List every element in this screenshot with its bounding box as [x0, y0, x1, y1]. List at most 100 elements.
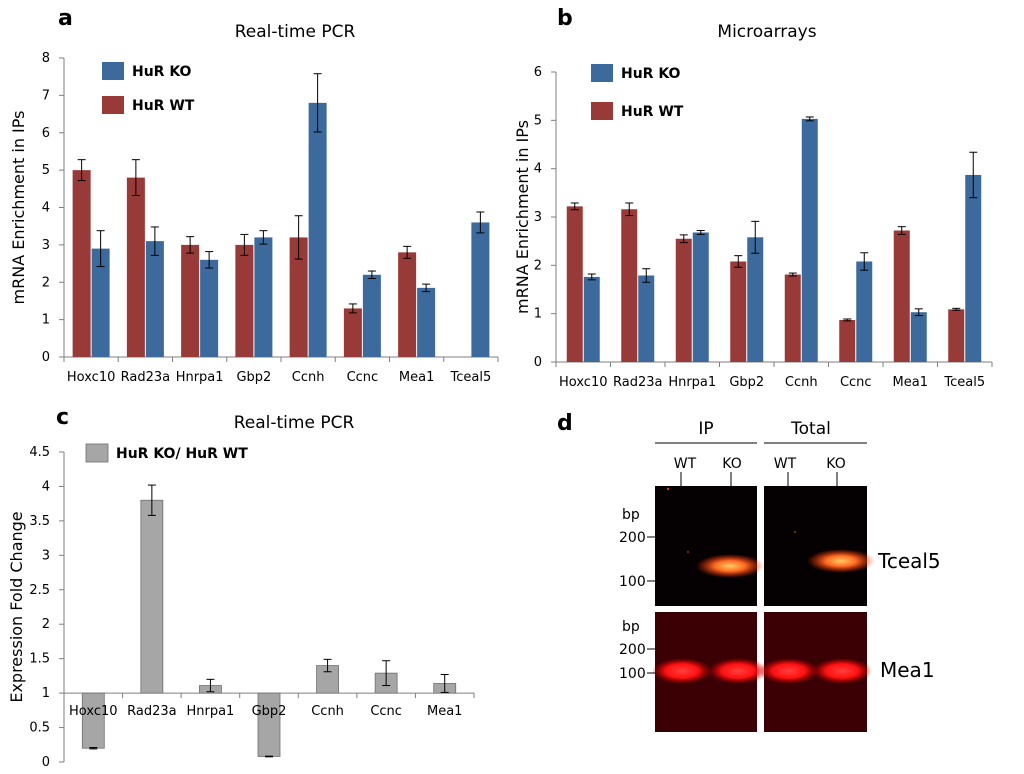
chart-panel-c: Real-time PCR Expression Fold Change 0 0.5 1…: [7, 413, 475, 770]
bar-hnrpa1-hur-ko: [200, 259, 219, 357]
y-tick-label: 7: [42, 88, 50, 103]
y-tick-label: 1.5: [29, 652, 50, 667]
gel-band-top-total-ko: [807, 549, 875, 573]
bar-mea1-hur-wt: [893, 230, 910, 362]
gel-bp-label-bottom: bp: [622, 619, 640, 635]
x-tick-label: Tceal5: [943, 375, 985, 390]
legend-swatch: [591, 102, 613, 120]
legend-swatch: [102, 96, 124, 114]
gel-band-bottom-ip-ko: [708, 658, 768, 684]
gel-lane-ip-wt: WT: [674, 456, 697, 472]
y-tick-label: 4: [42, 201, 50, 216]
x-tick-label: Gbp2: [236, 370, 271, 385]
bar-ccnc-hur-ko: [856, 261, 873, 362]
legend-swatch: [85, 443, 109, 463]
x-tick-label: Hoxc10: [67, 370, 115, 385]
x-tick-label: Mea1: [427, 704, 462, 719]
x-tick-label: Tceal5: [450, 370, 492, 385]
bar-hnrpa1-hur-wt: [675, 238, 692, 362]
bar-hoxc10-hur-ko: [91, 248, 110, 357]
x-tick-label: Hoxc10: [559, 375, 607, 390]
bar-gbp2-hur-wt: [235, 244, 254, 357]
y-tick-label: 2: [42, 617, 50, 632]
y-tick-label: 0: [534, 355, 542, 370]
y-tick-label: 3: [42, 238, 50, 253]
bar-ccnh-hur-ko: [308, 102, 327, 357]
x-tick-label: Hoxc10: [69, 704, 117, 719]
bar-ccnh-hur-ko: [801, 118, 818, 362]
x-tick-label: Hnrpa1: [186, 704, 234, 719]
gel-group-ip: IP: [698, 419, 713, 439]
bar-hoxc10-hur-wt: [72, 170, 91, 357]
x-tick-label: Ccnh: [311, 704, 344, 719]
legend-label: HuR WT: [132, 98, 195, 114]
y-tick-label: 2.5: [29, 583, 50, 598]
bar-hnrpa1-hur-ko: [692, 232, 709, 362]
bar-rad23a-hur-wt: [126, 177, 145, 357]
bar-ccnc-hur-wt: [343, 308, 362, 357]
gel-panel: IP Total WT KO WT KO bp 200 100 bp: [619, 419, 941, 732]
y-axis-label: mRNA Enrichment in IPs: [513, 120, 532, 314]
x-tick-label: Mea1: [893, 375, 928, 390]
bar-mea1-hur-ko: [417, 287, 436, 357]
gel-speck: [794, 531, 796, 533]
legend-swatch: [591, 64, 613, 82]
bar-tceal5-hur-ko: [965, 174, 982, 362]
legend-label: HuR WT: [621, 104, 684, 120]
y-tick-label: 5: [534, 113, 542, 128]
bar-ccnc-hur-ko: [362, 274, 381, 357]
legend-label: HuR KO/ HuR WT: [116, 446, 248, 462]
bar-mea1-hur-wt: [398, 252, 417, 357]
x-tick-label: Rad23a: [127, 704, 176, 719]
y-tick-label: 0.5: [29, 721, 50, 736]
gel-speck: [666, 487, 670, 491]
chart-panel-b: Microarrays mRNA Enrichment in IPs 0 1 2 3 4 5 6…: [513, 22, 993, 390]
y-tick-label: 1: [42, 686, 50, 701]
bar-gbp2-hur-ko: [747, 237, 764, 362]
y-tick-label: 4: [534, 162, 542, 177]
bar-hoxc10-hur-ko-hur-wt: [81, 692, 105, 749]
y-tick-label: 3: [42, 548, 50, 563]
gel-band-top-ip-ko: [696, 554, 764, 578]
x-tick-label: Hnrpa1: [176, 370, 224, 385]
bar-rad23a-hur-ko: [638, 275, 655, 362]
bar-rad23a-hur-wt: [621, 209, 638, 362]
x-tick-label: Mea1: [399, 370, 434, 385]
y-tick-label: 0: [42, 755, 50, 770]
x-tick-label: Rad23a: [613, 375, 662, 390]
chart-title: Real-time PCR: [235, 22, 356, 42]
gel-marker-200-top: 200: [619, 530, 646, 546]
bar-rad23a-hur-ko-hur-wt: [140, 499, 164, 694]
x-tick-label: Gbp2: [252, 704, 287, 719]
x-tick-label: Gbp2: [729, 375, 764, 390]
bar-gbp2-hur-ko-hur-wt: [257, 692, 281, 757]
y-tick-label: 2: [42, 275, 50, 290]
x-tick-label: Ccnh: [292, 370, 325, 385]
bar-gbp2-hur-ko: [254, 237, 273, 357]
panel-label-b: b: [557, 6, 573, 31]
gel-speck: [687, 551, 689, 553]
y-tick-label: 1: [42, 313, 50, 328]
y-tick-label: 1: [534, 307, 542, 322]
gel-lane-ip-ko: KO: [722, 456, 741, 472]
y-axis-label: mRNA Enrichment in IPs: [9, 111, 28, 305]
y-tick-label: 4: [42, 479, 50, 494]
x-tick-label: Hnrpa1: [668, 375, 716, 390]
y-tick-label: 6: [534, 65, 542, 80]
gel-top-ip: [655, 486, 757, 606]
gel-lane-total-wt: WT: [774, 456, 797, 472]
bar-tceal5-hur-ko: [471, 222, 490, 357]
bar-mea1-hur-ko: [910, 312, 927, 362]
gel-marker-200-bottom: 200: [619, 642, 646, 658]
chart-title: Microarrays: [717, 22, 816, 42]
bar-ccnh-hur-wt: [289, 237, 308, 357]
y-tick-label: 3: [534, 210, 542, 225]
legend-label: HuR KO: [132, 64, 192, 80]
bar-tceal5-hur-wt: [948, 309, 965, 362]
legend-label: HuR KO: [621, 66, 681, 82]
panel-label-c: c: [56, 405, 69, 430]
x-tick-label: Ccnc: [840, 375, 872, 390]
x-tick-label: Ccnc: [370, 704, 402, 719]
y-tick-label: 2: [534, 258, 542, 273]
bar-ccnc-hur-wt: [839, 319, 856, 362]
